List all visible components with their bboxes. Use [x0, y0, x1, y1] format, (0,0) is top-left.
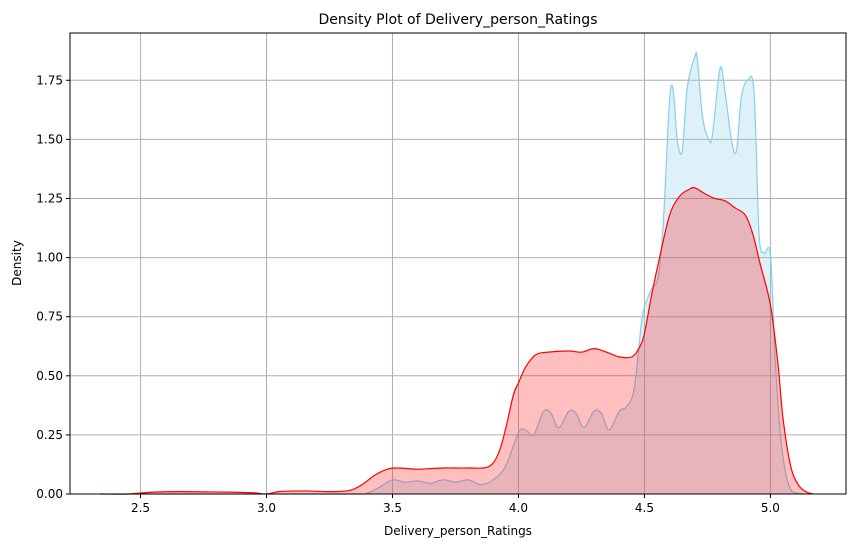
x-tick-label: 3.0 — [257, 501, 276, 515]
y-tick-label: 1.75 — [36, 73, 63, 87]
series-2-line — [100, 186, 814, 495]
series-1-area — [100, 52, 804, 495]
series-1-line — [100, 51, 804, 495]
y-axis: 0.00 0.25 0.50 0.75 1.00 1.25 1.50 1.75 — [36, 73, 70, 501]
y-axis-label: Density — [10, 240, 24, 286]
series-2-area — [100, 187, 814, 495]
x-tick-label: 5.0 — [761, 501, 780, 515]
plot-background — [70, 33, 846, 494]
x-tick-label: 3.5 — [383, 501, 402, 515]
y-tick-label: 1.50 — [36, 132, 63, 146]
y-tick-label: 0.75 — [36, 310, 63, 324]
x-tick-label: 4.0 — [509, 501, 528, 515]
y-tick-label: 1.25 — [36, 191, 63, 205]
y-tick-label: 1.00 — [36, 251, 63, 265]
grid-lines — [70, 33, 846, 495]
series-layer — [100, 51, 814, 495]
plot-frame — [69, 32, 847, 495]
y-tick-label: 0.00 — [36, 487, 63, 501]
x-tick-label: 4.5 — [635, 501, 654, 515]
x-tick-label: 2.5 — [131, 501, 150, 515]
y-tick-label: 0.50 — [36, 369, 63, 383]
chart-title: Density Plot of Delivery_person_Ratings — [319, 12, 598, 28]
x-axis-label: Delivery_person_Ratings — [384, 524, 532, 538]
x-axis: 2.5 3.0 3.5 4.0 4.5 5.0 — [131, 494, 780, 515]
y-tick-label: 0.25 — [36, 428, 63, 442]
